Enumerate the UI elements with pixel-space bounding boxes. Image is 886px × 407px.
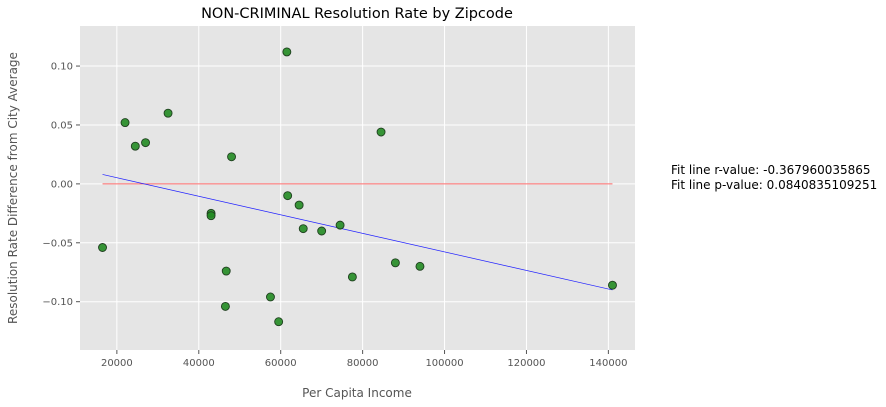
y-tick-label: 0.00 <box>51 179 73 190</box>
data-point <box>347 272 357 282</box>
plot-area <box>80 26 635 350</box>
x-tick-label: 140000 <box>589 358 627 369</box>
y-tick-label: −0.05 <box>42 238 73 249</box>
data-point <box>220 301 230 311</box>
data-point <box>376 127 386 137</box>
y-tick-label: −0.10 <box>42 297 73 308</box>
chart-title: NON-CRIMINAL Resolution Rate by Zipcode <box>201 6 513 22</box>
data-point <box>390 258 400 268</box>
data-points <box>98 47 617 327</box>
y-tick-label: 0.05 <box>51 120 73 131</box>
x-tick-label: 120000 <box>507 358 545 369</box>
data-point <box>163 108 173 118</box>
fit-line <box>102 174 613 291</box>
data-point <box>294 200 304 210</box>
tick-labels: 20000 40000 60000 80000 100000 120000 140000 0.… <box>42 62 627 369</box>
data-point <box>415 261 425 271</box>
data-point <box>130 141 140 151</box>
data-point <box>266 292 275 302</box>
x-tick-label: 100000 <box>425 358 463 369</box>
data-point <box>98 243 107 252</box>
data-point <box>283 191 293 201</box>
p-value-annotation: Fit line p-value: 0.0840835109251 <box>671 178 877 192</box>
data-point <box>317 226 327 236</box>
data-point <box>274 317 284 327</box>
reference-lines <box>102 174 613 291</box>
x-tick-label: 60000 <box>265 358 297 369</box>
data-point <box>298 224 308 234</box>
x-tick-label: 80000 <box>347 358 379 369</box>
data-point <box>141 138 150 148</box>
data-point <box>227 152 236 162</box>
data-point <box>221 266 231 276</box>
x-tick-label: 40000 <box>183 358 215 369</box>
y-axis-title: Resolution Rate Difference from City Ave… <box>6 52 20 324</box>
data-point <box>282 47 292 57</box>
x-axis-title: Per Capita Income <box>302 386 412 400</box>
data-point <box>206 211 216 221</box>
x-tick-label: 20000 <box>101 358 133 369</box>
y-tick-label: 0.10 <box>51 62 73 73</box>
r-value-annotation: Fit line r-value: -0.367960035865 <box>671 163 871 177</box>
data-point <box>120 118 130 128</box>
data-point <box>335 220 345 230</box>
data-point <box>608 280 617 290</box>
